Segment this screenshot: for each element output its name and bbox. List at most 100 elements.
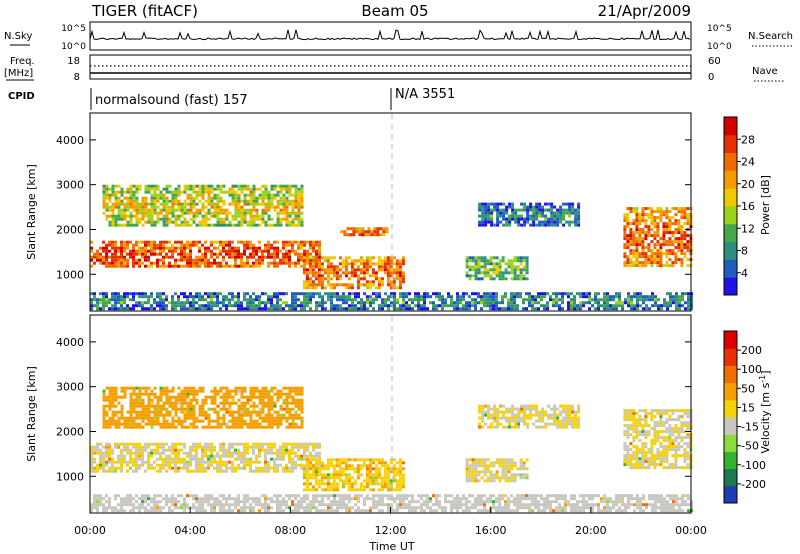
- heatmap-cell: [186, 252, 189, 256]
- heatmap-cell: [450, 509, 453, 513]
- heatmap-cell: [210, 401, 214, 405]
- heatmap-cell: [662, 225, 666, 229]
- heatmap-cell: [273, 184, 277, 188]
- heatmap-cell: [141, 404, 145, 408]
- heatmap-cell: [678, 307, 681, 311]
- heatmap-cell: [174, 202, 178, 206]
- heatmap-cell: [174, 398, 178, 402]
- heatmap-cell: [526, 205, 530, 209]
- heatmap-cell: [267, 295, 270, 299]
- heatmap-cell: [327, 298, 330, 302]
- heatmap-cell: [365, 280, 369, 284]
- heatmap-cell: [150, 193, 154, 197]
- heatmap-cell: [219, 422, 223, 426]
- heatmap-cell: [150, 389, 154, 393]
- heatmap-cell: [108, 407, 112, 411]
- heatmap-cell: [261, 503, 264, 507]
- heatmap-cell: [102, 255, 105, 259]
- heatmap-cell: [558, 497, 561, 501]
- heatmap-cell: [216, 187, 220, 191]
- heatmap-cell: [626, 222, 630, 226]
- heatmap-cell: [168, 445, 171, 449]
- heatmap-cell: [153, 243, 156, 247]
- heatmap-cell: [465, 265, 469, 269]
- heatmap-cell: [285, 448, 288, 452]
- heatmap-cell: [647, 225, 651, 229]
- heatmap-cell: [180, 419, 184, 423]
- heatmap-cell: [276, 217, 280, 221]
- heatmap-cell: [147, 392, 151, 396]
- heatmap-cell: [243, 410, 247, 414]
- heatmap-cell: [189, 460, 192, 464]
- heatmap-cell: [243, 448, 246, 452]
- heatmap-cell: [108, 469, 111, 473]
- heatmap-cell: [201, 419, 205, 423]
- heatmap-cell: [168, 422, 172, 426]
- heatmap-cell: [338, 262, 342, 266]
- heatmap-cell: [573, 298, 576, 302]
- heatmap-cell: [368, 259, 372, 263]
- heatmap-cell: [237, 184, 241, 188]
- heatmap-cell: [192, 304, 195, 308]
- heatmap-cell: [366, 307, 369, 311]
- heatmap-cell: [638, 231, 642, 235]
- heatmap-cell: [132, 425, 136, 429]
- heatmap-cell: [321, 497, 324, 501]
- heatmap-cell: [659, 264, 663, 268]
- heatmap-cell: [243, 466, 246, 470]
- heatmap-cell: [666, 304, 669, 308]
- heatmap-cell: [192, 298, 195, 302]
- heatmap-cell: [219, 240, 222, 244]
- heatmap-cell: [108, 422, 112, 426]
- heatmap-cell: [396, 503, 399, 507]
- heatmap-cell: [294, 264, 297, 268]
- heatmap-cell: [174, 445, 177, 449]
- heatmap-cell: [618, 301, 621, 305]
- heatmap-cell: [153, 407, 157, 411]
- heatmap-cell: [132, 407, 136, 411]
- heatmap-cell: [291, 298, 294, 302]
- heatmap-cell: [270, 252, 273, 256]
- heatmap-cell: [297, 503, 300, 507]
- heatmap-cell: [129, 252, 132, 256]
- heatmap-cell: [228, 223, 232, 227]
- heatmap-cell: [297, 243, 300, 247]
- heatmap-cell: [102, 240, 105, 244]
- heatmap-cell: [120, 457, 123, 461]
- heatmap-cell: [117, 503, 120, 507]
- heatmap-cell: [306, 497, 309, 501]
- heatmap-cell: [672, 301, 675, 305]
- heatmap-cell: [483, 265, 487, 269]
- heatmap-cell: [147, 202, 151, 206]
- heatmap-cell: [537, 500, 540, 504]
- heatmap-cell: [111, 401, 115, 405]
- heatmap-cell: [312, 264, 315, 268]
- heatmap-cell: [243, 442, 246, 446]
- heatmap-cell: [147, 298, 150, 302]
- heatmap-cell: [332, 265, 336, 269]
- heatmap-cell: [237, 386, 241, 390]
- heatmap-cell: [381, 503, 384, 507]
- heatmap-cell: [395, 274, 399, 278]
- heatmap-cell: [525, 503, 528, 507]
- heatmap-cell: [231, 223, 235, 227]
- heatmap-cell: [668, 258, 672, 262]
- heatmap-cell: [401, 271, 405, 275]
- heatmap-cell: [276, 264, 279, 268]
- heatmap-cell: [570, 506, 573, 510]
- heatmap-cell: [186, 301, 189, 305]
- heatmap-cell: [93, 252, 96, 256]
- heatmap-cell: [600, 509, 603, 513]
- heatmap-cell: [144, 246, 147, 250]
- heatmap-cell: [135, 196, 139, 200]
- heatmap-cell: [210, 252, 213, 256]
- heatmap-cell: [291, 261, 294, 265]
- heatmap-cell: [553, 220, 557, 224]
- heatmap-cell: [544, 220, 548, 224]
- heatmap-cell: [231, 503, 234, 507]
- heatmap-cell: [153, 392, 157, 396]
- heatmap-cell: [177, 199, 181, 203]
- heatmap-cell: [129, 205, 133, 209]
- heatmap-cell: [177, 448, 180, 452]
- heatmap-cell: [138, 398, 142, 402]
